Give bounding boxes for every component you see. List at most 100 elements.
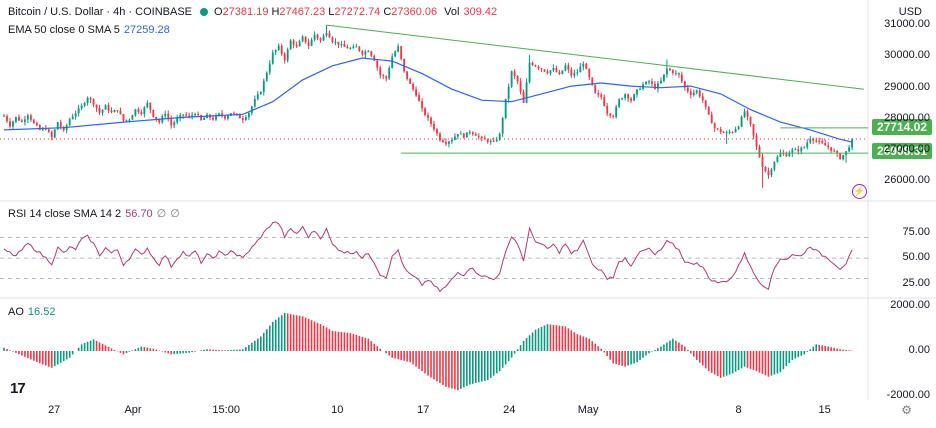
candle-body bbox=[71, 116, 74, 120]
candle-body bbox=[101, 109, 104, 113]
candle-body bbox=[155, 116, 158, 120]
candle-body bbox=[247, 113, 250, 118]
candle-body bbox=[812, 138, 815, 141]
candle-body bbox=[47, 129, 50, 132]
candle-body bbox=[504, 98, 507, 119]
candle-body bbox=[654, 83, 656, 89]
candle-body bbox=[274, 49, 277, 53]
candle-body bbox=[657, 83, 659, 89]
candle-body bbox=[839, 153, 842, 160]
lightning-icon[interactable]: ⚡ bbox=[852, 184, 867, 199]
candle-body bbox=[271, 52, 274, 64]
rsi-legend-extra2: ∅ bbox=[170, 208, 180, 220]
candle-body bbox=[412, 83, 415, 90]
ao-legend-value: 16.52 bbox=[27, 306, 56, 318]
candle-body bbox=[418, 95, 420, 102]
candle-body bbox=[779, 152, 782, 157]
candle-body bbox=[627, 94, 630, 99]
candle-body bbox=[149, 102, 152, 110]
candle-body bbox=[349, 48, 352, 50]
candle-body bbox=[692, 92, 695, 96]
rsi-legend[interactable]: RSI 14 close SMA 14 2 56.70 ∅ ∅ bbox=[8, 207, 180, 221]
candle-body bbox=[170, 118, 173, 126]
candle-body bbox=[815, 140, 818, 142]
candle-body bbox=[125, 119, 128, 121]
candle-body bbox=[224, 116, 226, 119]
candle-body bbox=[462, 133, 465, 138]
candle-body bbox=[292, 40, 295, 45]
candle-body bbox=[734, 129, 737, 133]
candle-body bbox=[579, 66, 582, 73]
candle-body bbox=[716, 128, 719, 130]
candle-body bbox=[241, 118, 244, 120]
currency-label[interactable]: USD bbox=[898, 6, 922, 18]
candle-body bbox=[683, 81, 686, 88]
candle-body bbox=[379, 67, 382, 76]
candle-body bbox=[648, 81, 650, 83]
candle-body bbox=[313, 34, 316, 40]
candle-body bbox=[776, 156, 779, 162]
symbol-legend[interactable]: Bitcoin / U.S. Dollar · 4h · COINBASE O2… bbox=[8, 6, 500, 18]
candle-body bbox=[131, 115, 134, 120]
candle-body bbox=[32, 119, 35, 124]
candle-body bbox=[701, 96, 704, 101]
candle-body bbox=[668, 68, 671, 71]
candle-body bbox=[794, 149, 797, 151]
candle-body bbox=[427, 115, 429, 118]
candle-body bbox=[597, 93, 600, 95]
candle-body bbox=[818, 140, 821, 142]
candle-body bbox=[391, 56, 394, 69]
candle-body bbox=[719, 129, 722, 133]
candle-body bbox=[23, 119, 26, 122]
candle-body bbox=[158, 119, 161, 123]
candle-body bbox=[92, 99, 95, 105]
time-tick-label: 15 bbox=[818, 404, 831, 416]
ohlc-value: 27272.74 bbox=[334, 6, 381, 18]
candle-body bbox=[227, 115, 229, 119]
candle-body bbox=[355, 46, 358, 48]
candle-body bbox=[233, 113, 235, 115]
candle-body bbox=[328, 32, 331, 38]
candle-body bbox=[9, 121, 11, 127]
candle-body bbox=[573, 72, 576, 76]
candle-body bbox=[800, 147, 803, 152]
candle-body bbox=[256, 94, 259, 100]
candle-body bbox=[477, 135, 480, 137]
gear-icon[interactable]: ⚙ bbox=[901, 403, 912, 417]
candle-body bbox=[555, 67, 558, 73]
candle-body bbox=[785, 153, 788, 157]
ohlc-key: L bbox=[328, 6, 335, 18]
candle-body bbox=[409, 78, 412, 84]
tradingview-logo[interactable]: 17 bbox=[10, 380, 26, 397]
candle-body bbox=[737, 126, 740, 130]
candle-body bbox=[268, 63, 271, 73]
candle-body bbox=[448, 141, 450, 144]
candle-body bbox=[686, 87, 689, 92]
candle-body bbox=[570, 69, 573, 76]
candle-body bbox=[188, 115, 191, 117]
candle-body bbox=[86, 97, 89, 104]
candle-body bbox=[722, 132, 725, 134]
candle-body bbox=[612, 115, 615, 117]
ema-legend-value: 27259.28 bbox=[123, 24, 170, 36]
ema-legend[interactable]: EMA 50 close 0 SMA 5 27259.28 bbox=[8, 24, 170, 36]
candle-body bbox=[492, 140, 495, 142]
candle-body bbox=[221, 113, 223, 117]
candle-body bbox=[146, 102, 149, 108]
candle-body bbox=[280, 45, 283, 54]
candle-body bbox=[367, 51, 370, 53]
ao-legend[interactable]: AO 16.52 bbox=[8, 306, 55, 318]
price-tag-upper: 27714.02 bbox=[871, 119, 932, 135]
candle-body bbox=[167, 113, 170, 119]
candle-body bbox=[468, 132, 471, 134]
price-tick-label: 29000.00 bbox=[884, 80, 930, 93]
candle-body bbox=[630, 98, 633, 101]
candle-body bbox=[540, 68, 543, 70]
candle-body bbox=[600, 94, 603, 98]
candle-body bbox=[20, 120, 23, 122]
candle-body bbox=[361, 50, 364, 55]
candle-body bbox=[442, 140, 444, 142]
candle-body bbox=[788, 153, 791, 157]
